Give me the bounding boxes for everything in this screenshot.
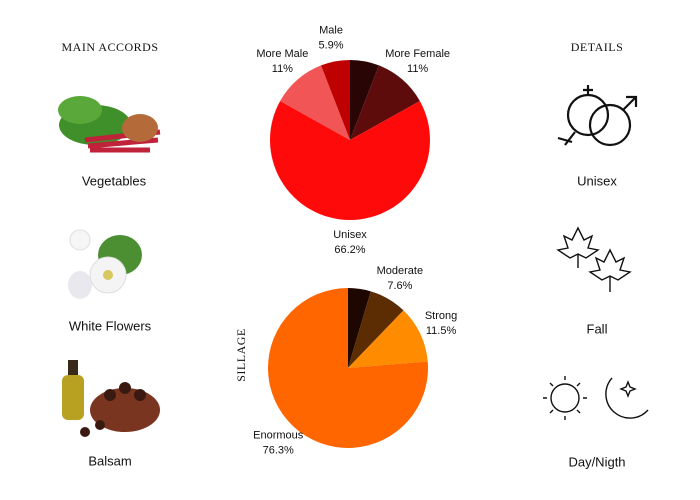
detail-label: Fall (587, 321, 608, 336)
slice-name: Moderate (377, 265, 423, 277)
slice-value: 66.2% (334, 244, 365, 256)
pie-slice (321, 60, 350, 140)
slice-name: More Male (256, 48, 308, 60)
chart-title: SILLAGE (234, 328, 248, 382)
pie-slice (270, 101, 430, 220)
slice-value: 5.9% (318, 40, 343, 52)
fall-icon (556, 226, 632, 292)
day-night-icon (543, 376, 649, 420)
slice-value: 11% (272, 63, 293, 75)
unisex-icon (557, 85, 638, 147)
pie-slice (268, 288, 428, 448)
accord-label: Vegetables (82, 173, 147, 188)
slice-value: 7.6% (387, 280, 412, 292)
pie-slice (348, 310, 428, 368)
slice-name: Enormous (253, 430, 304, 442)
white-flowers-image (68, 229, 142, 299)
pie-slice (350, 60, 379, 140)
pie-slice (280, 65, 350, 140)
slice-value: 76.3% (263, 445, 294, 457)
slice-value: 11.5% (426, 325, 457, 337)
pie-slice (350, 65, 420, 140)
slice-name: Unisex (333, 229, 367, 241)
accords-title: MAIN ACCORDS (61, 40, 158, 54)
balsam-image (62, 360, 160, 437)
slice-name: Male (319, 25, 343, 37)
pie-slice (348, 291, 404, 368)
slice-value: 11% (407, 63, 428, 75)
detail-label: Day/Nigth (568, 454, 625, 469)
accord-label: White Flowers (69, 318, 152, 333)
detail-label: Unisex (577, 173, 617, 188)
vegetables-image (58, 96, 161, 153)
slice-name: Strong (425, 310, 457, 322)
accord-label: Balsam (88, 453, 131, 468)
slice-name: More Female (385, 48, 450, 60)
details-title: DETAILS (571, 40, 624, 54)
pie-slice (348, 288, 371, 368)
